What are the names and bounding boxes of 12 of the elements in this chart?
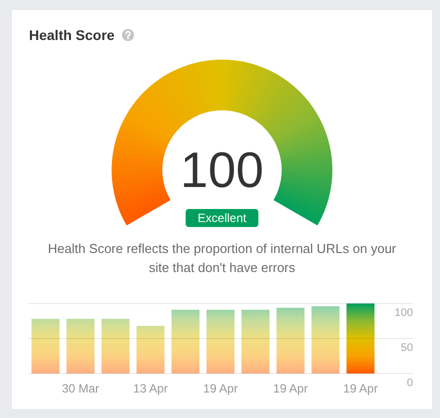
data-label: 100 — [180, 142, 264, 198]
x-tick-label: 13 Apr — [133, 382, 168, 396]
text: Health Score reflects the proportion of internal URLs on your site that don't have errors — [46, 240, 398, 277]
y-tick-label: 0 — [406, 377, 413, 389]
y-tick-label: 100 — [394, 307, 413, 319]
text: Excellent — [198, 211, 248, 225]
x-tick-label: 19 Apr — [203, 382, 238, 396]
x-tick-label: 19 Apr — [273, 382, 308, 396]
x-tick-label: 30 Mar — [62, 382, 100, 396]
text: Health Score — [29, 26, 115, 44]
x-tick-label: 19 Apr — [343, 382, 378, 396]
y-tick-label: 50 — [400, 342, 413, 354]
